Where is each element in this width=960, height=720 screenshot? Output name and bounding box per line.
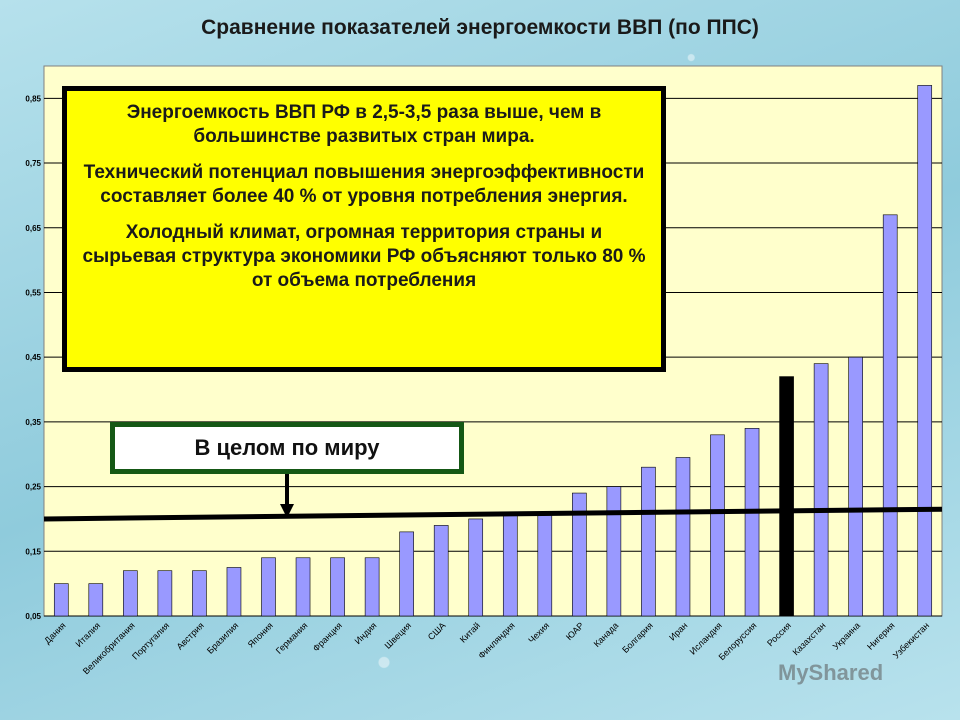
- x-tick-label: Индия: [353, 620, 379, 646]
- bar-22: [813, 363, 829, 617]
- bar-14: [537, 512, 553, 617]
- x-tick-label: Бразилия: [205, 620, 241, 656]
- bar-5: [226, 567, 242, 617]
- callout-text-3: Холодный климат, огромная территория стр…: [82, 222, 646, 291]
- bar-19: [710, 434, 725, 617]
- y-tick-label: 0,85: [25, 94, 41, 103]
- y-tick-label: 0,15: [25, 547, 41, 556]
- callout-text-2: Технический потенциал повышения энергоэф…: [83, 162, 645, 207]
- world-pointer-arrowhead: [280, 504, 294, 518]
- world-average-line: [43, 506, 943, 522]
- bar-12: [468, 518, 484, 617]
- bar-9: [364, 557, 380, 617]
- watermark-logo: MyShared: [778, 660, 884, 685]
- y-tick-label: 0,25: [25, 483, 41, 492]
- x-tick-label: Узбекистан: [891, 620, 931, 660]
- bar-23: [848, 356, 863, 617]
- x-tick-label: Россия: [765, 620, 793, 648]
- y-tick-label: 0,65: [25, 224, 41, 233]
- page-title: Сравнение показателей энергоемкости ВВП …: [201, 16, 759, 39]
- bar-6: [261, 557, 276, 617]
- bar-16: [606, 486, 622, 617]
- bar-1: [88, 583, 104, 617]
- bar-2: [123, 570, 138, 617]
- bar-25: [917, 85, 933, 617]
- x-tick-label: Франция: [311, 620, 344, 653]
- x-tick-label: ЮАР: [564, 620, 586, 642]
- x-tick-label: Болгария: [620, 620, 655, 655]
- x-tick-label: Япония: [246, 620, 275, 649]
- bar-17: [641, 466, 656, 617]
- x-tick-label: Исландия: [688, 620, 724, 656]
- y-tick-label: 0,45: [25, 353, 41, 362]
- x-tick-label: Финляндия: [476, 620, 516, 660]
- bar-13: [502, 512, 518, 617]
- bar-3: [157, 570, 173, 617]
- bar-20: [744, 428, 760, 617]
- x-tick-label: Швеция: [383, 620, 413, 650]
- x-tick-label: США: [426, 620, 448, 642]
- x-tick-label: Германия: [274, 620, 310, 656]
- x-tick-label: Португалия: [130, 620, 171, 661]
- bars: [53, 85, 933, 617]
- bar-10: [399, 531, 414, 617]
- x-tick-label: Нигерия: [865, 620, 897, 652]
- bar-0: [53, 583, 69, 617]
- y-tick-labels: 0,05 0,15 0,25 0,35 0,45 0,55 0,65 0,75 0,85: [25, 94, 41, 621]
- callout-text-1: Энергоемкость ВВП РФ в 2,5-3,5 раза выше…: [126, 102, 602, 147]
- info-callout: Энергоемкость ВВП РФ в 2,5-3,5 раза выше…: [62, 86, 666, 372]
- x-tick-label: Австрия: [175, 620, 206, 651]
- y-tick-label: 0,55: [25, 288, 41, 297]
- bar-8: [330, 557, 345, 617]
- y-tick-label: 0,05: [25, 612, 41, 621]
- bar-24: [882, 214, 898, 617]
- y-tick-label: 0,75: [25, 159, 41, 168]
- bar-4: [192, 570, 207, 617]
- bar-15: [572, 492, 587, 617]
- x-tick-label: Украина: [831, 620, 862, 651]
- y-tick-label: 0,35: [25, 418, 41, 427]
- x-tick-label: Канада: [592, 620, 621, 649]
- bar-18: [675, 457, 691, 617]
- bar-11: [433, 525, 449, 617]
- x-tick-label: Италия: [73, 620, 102, 649]
- x-tick-label: Иран: [667, 620, 689, 642]
- x-tick-label: Казахстан: [791, 620, 828, 657]
- bar-7: [295, 557, 311, 617]
- x-tick-label: Китай: [458, 620, 482, 644]
- world-average-label: В целом по миру: [110, 422, 464, 474]
- x-tick-label: Чехия: [526, 620, 551, 645]
- bar-21: [779, 376, 794, 617]
- x-tick-label: Дания: [42, 620, 68, 646]
